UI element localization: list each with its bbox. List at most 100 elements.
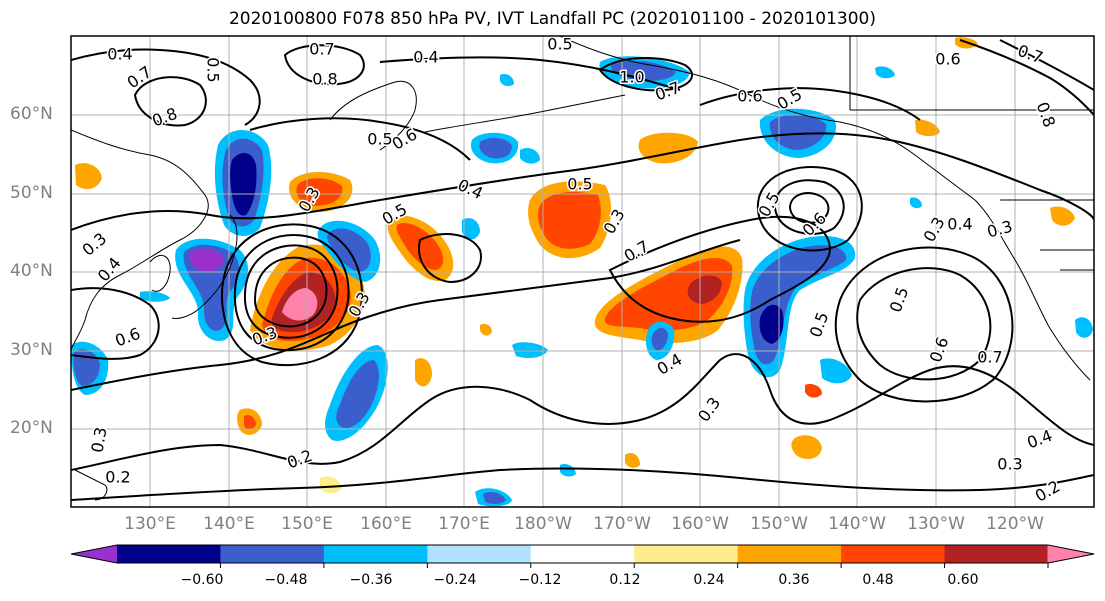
contour-east-pacific-high-outer	[834, 246, 1014, 403]
lat-label-50n: 50°N	[10, 183, 53, 203]
lon-label-160e: 160°E	[360, 514, 412, 534]
negative-anomaly-small-e	[140, 291, 170, 302]
positive-anomaly-central-pacific-dark	[687, 275, 722, 304]
negative-anomaly-dateline-west	[462, 218, 480, 240]
positive-anomaly-small-9	[320, 476, 342, 494]
contour-value-label: 0.5	[204, 57, 223, 82]
positive-anomaly-small-4	[1050, 206, 1075, 226]
contour-northeast-2	[999, 39, 1094, 91]
contour-value-label: 0.7	[309, 40, 334, 59]
colorbar-tick-label: −0.48	[264, 572, 308, 588]
colorbar-tick-label: −0.24	[433, 572, 477, 588]
contour-southern-wave	[71, 353, 1094, 471]
positive-anomaly-180w-core	[538, 192, 601, 249]
negative-anomaly-small-b	[520, 148, 540, 164]
negative-anomaly-small-d	[910, 197, 922, 209]
coastline-japan	[171, 214, 238, 319]
colorbar-tick-label: 0.48	[862, 572, 894, 588]
contour-value-label: 0.4	[947, 215, 972, 234]
contour-west-arc	[71, 287, 160, 360]
negative-anomaly-south-2	[512, 342, 548, 358]
map-frame	[70, 35, 1095, 508]
colorbar-tick-label: 0.60	[947, 572, 979, 588]
positive-anomaly-subtropics-core	[244, 415, 256, 430]
contour-mid-pacific-tongue	[608, 215, 832, 323]
positive-anomaly-small-7	[480, 323, 492, 336]
contour-subtropical	[71, 239, 741, 391]
negative-anomaly-japan-sea-core	[230, 153, 257, 216]
contour-okhotsk-low	[133, 76, 207, 127]
contour-mid-north	[249, 117, 471, 161]
lat-label-20n: 20°N	[10, 418, 53, 438]
contour-northeast	[959, 39, 1094, 116]
contour-west-north	[71, 48, 261, 126]
coastline-north-america	[974, 199, 1091, 381]
positive-anomaly-small-1	[415, 358, 432, 387]
contour-value-label: 0.5	[547, 35, 572, 54]
contour-value-label: 0.6	[737, 87, 762, 106]
contour-bering-low	[598, 57, 693, 92]
colorbar-tick-label: −0.36	[349, 572, 393, 588]
positive-anomaly-south	[791, 435, 822, 460]
contour-ring-east-1	[788, 192, 830, 224]
lon-label-130e: 130°E	[124, 514, 176, 534]
contour-ring-west-4	[220, 223, 363, 366]
contour-long-jet	[71, 132, 1094, 231]
lon-label-150e: 150°E	[281, 514, 333, 534]
coastline-kamchatka	[329, 80, 417, 151]
lat-label-60n: 60°N	[10, 104, 53, 124]
negative-anomaly-subtropical-core	[336, 360, 379, 429]
coastline-alaska	[559, 36, 976, 201]
negative-anomaly-alaska-core	[769, 114, 827, 150]
contour-ring-west-3	[233, 234, 350, 352]
lon-label-130w: 130°W	[907, 514, 965, 534]
contour-value-label: 0.5	[367, 130, 392, 149]
lon-label-170e: 170°E	[438, 514, 490, 534]
positive-anomaly-small-6	[75, 163, 102, 190]
contour-value-label: 0.6	[935, 50, 960, 69]
lon-label-140e: 140°E	[203, 514, 255, 534]
colorbar-tick-label: 0.12	[609, 572, 641, 588]
contour-dateline-loop	[418, 233, 482, 284]
lon-label-120w: 120°W	[986, 514, 1044, 534]
graticule	[71, 36, 1094, 507]
contour-ring-east-3	[756, 165, 863, 252]
lon-label-170w: 170°W	[593, 514, 651, 534]
contour-kamchatka-low	[283, 44, 365, 86]
coastline-korea	[149, 254, 171, 292]
contour-value-label: 0.4	[413, 48, 438, 67]
negative-anomaly-small-g	[1075, 317, 1093, 338]
contour-alaska-ridge	[699, 87, 921, 121]
negative-anomaly-small-f	[500, 74, 514, 87]
lon-label-140w: 140°W	[828, 514, 886, 534]
negative-anomaly-small-a	[875, 66, 895, 79]
contour-value-label: 0.8	[312, 70, 337, 89]
contour-value-label: 0.4	[107, 45, 132, 64]
map-title: 2020100800 F078 850 hPa PV, IVT Landfall…	[228, 9, 876, 29]
positive-anomaly-small-5	[805, 384, 822, 398]
contour-value-label: 0.2	[105, 468, 130, 487]
colorbar-tick-label: −0.60	[180, 572, 224, 588]
contour-ring-east-2	[773, 179, 845, 235]
colorbar-tick-label: 0.36	[778, 572, 810, 588]
lon-label-180w: 180°W	[514, 514, 572, 534]
contour-value-label: 0.3	[997, 455, 1022, 474]
lat-label-40n: 40°N	[10, 261, 53, 281]
contour-far-south	[71, 467, 1094, 501]
negative-anomaly-north-pacific-core	[479, 137, 512, 159]
ivt-contours	[71, 39, 1094, 501]
contour-north-arc	[379, 56, 681, 91]
lon-label-150w: 150°W	[750, 514, 808, 534]
negative-anomaly-east-pacific-core	[759, 304, 784, 344]
coastline-aleutians	[424, 94, 626, 133]
contour-ring-west-1	[253, 256, 328, 328]
colorbar-tick-label: 0.24	[693, 572, 725, 588]
colorbar-tick-label: −0.12	[518, 572, 562, 588]
lon-label-160w: 160°W	[671, 514, 729, 534]
negative-anomaly-south-1-core	[483, 492, 506, 505]
contour-value-label: 0.5	[567, 175, 592, 194]
positive-anomaly-small-8	[625, 453, 640, 468]
positive-anomaly-west-pacific-peak	[282, 288, 318, 321]
negative-anomaly-japan-purple	[189, 248, 225, 272]
contour-value-label: 1.0	[619, 68, 644, 87]
